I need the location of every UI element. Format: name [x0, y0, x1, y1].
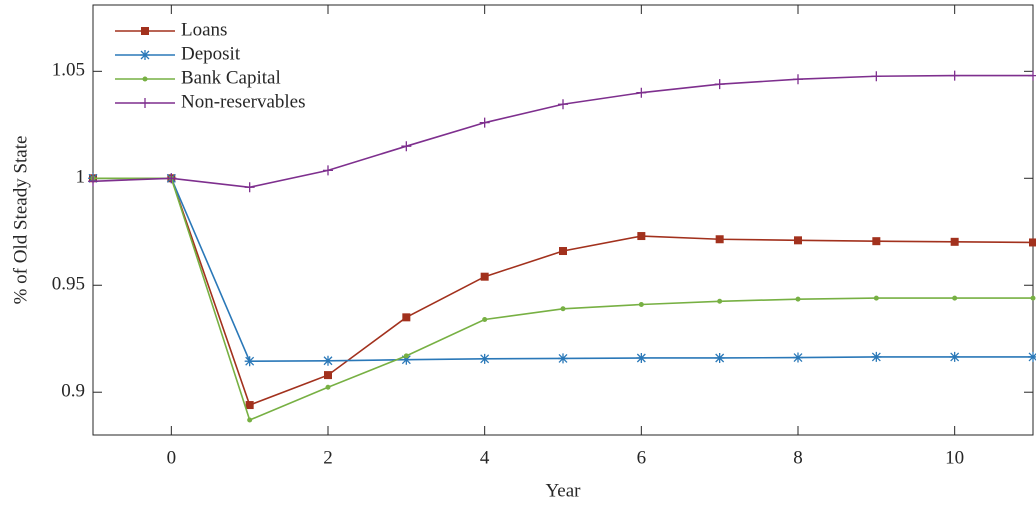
y-tick-label: 0.95	[52, 274, 85, 295]
marker	[715, 235, 724, 244]
legend-marker	[142, 76, 148, 82]
x-tick-label: 0	[167, 447, 177, 468]
marker	[717, 298, 723, 304]
marker	[1029, 238, 1036, 247]
plot-frame	[92, 4, 1034, 436]
marker	[950, 237, 959, 246]
legend-marker	[140, 98, 150, 108]
marker	[636, 87, 647, 98]
marker	[1028, 351, 1036, 362]
x-tick-label: 4	[480, 447, 490, 468]
x-tick-label: 6	[637, 447, 647, 468]
marker	[560, 306, 566, 312]
marker	[244, 182, 255, 193]
marker	[88, 176, 98, 187]
marker	[245, 401, 254, 410]
marker	[793, 74, 803, 85]
x-axis-label: Year	[545, 480, 581, 501]
marker	[871, 71, 882, 82]
marker	[949, 351, 960, 362]
marker	[166, 173, 177, 184]
legend-label: Loans	[181, 19, 227, 40]
marker	[794, 236, 802, 245]
marker	[323, 165, 333, 176]
y-tick-label: 1.05	[52, 60, 85, 81]
legend-label: Non-reservables	[181, 91, 306, 112]
series-line	[93, 177, 1033, 422]
marker	[401, 141, 412, 152]
marker	[872, 237, 881, 246]
y-axis-label: % of Old Steady State	[10, 136, 31, 305]
marker	[1028, 70, 1036, 81]
marker	[637, 232, 646, 241]
marker	[714, 352, 725, 363]
legend-marker	[140, 50, 150, 60]
marker	[793, 352, 803, 363]
marker	[949, 70, 960, 81]
marker	[795, 296, 801, 302]
legend-marker	[141, 27, 149, 35]
marker	[559, 247, 567, 256]
marker	[247, 417, 253, 423]
marker	[873, 295, 879, 301]
y-tick-label: 0.9	[61, 381, 85, 402]
x-tick-label: 2	[323, 447, 333, 468]
marker	[558, 353, 568, 364]
marker	[402, 313, 411, 322]
marker	[714, 79, 725, 90]
legend-label: Deposit	[181, 43, 241, 64]
marker	[871, 351, 882, 362]
marker	[324, 371, 332, 380]
marker	[401, 354, 412, 365]
series-line	[93, 177, 1033, 362]
marker	[636, 352, 647, 363]
legend-label: Bank Capital	[181, 67, 281, 88]
marker	[479, 353, 490, 364]
marker	[244, 356, 255, 367]
marker	[638, 302, 644, 308]
marker	[1030, 295, 1036, 301]
y-tick-label: 1	[76, 167, 86, 188]
marker	[952, 295, 958, 301]
marker	[403, 353, 409, 359]
marker	[482, 316, 488, 322]
x-tick-label: 8	[793, 447, 803, 468]
marker	[325, 384, 331, 390]
marker	[558, 99, 568, 110]
x-tick-label: 10	[945, 447, 964, 468]
marker	[323, 355, 333, 366]
marker	[479, 117, 490, 128]
marker	[480, 272, 489, 281]
